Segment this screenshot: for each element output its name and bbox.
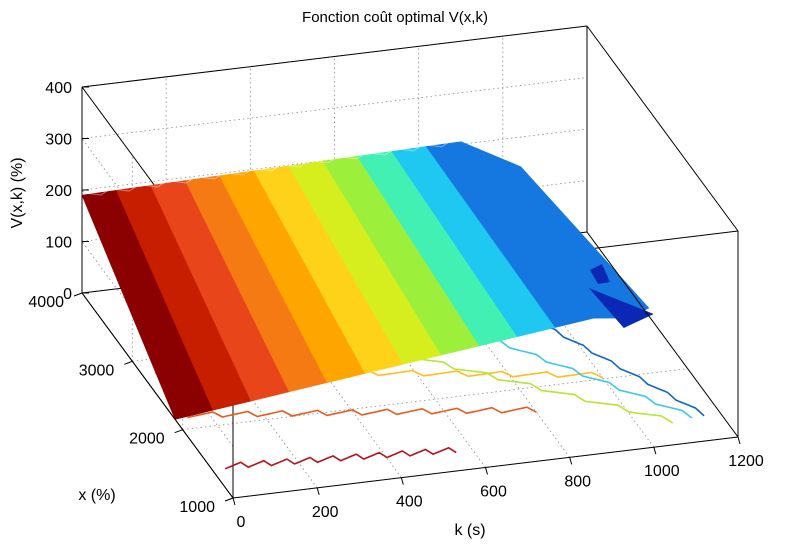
y-tick: [225, 498, 233, 501]
x-tick: [233, 498, 235, 505]
chart-title: Fonction coût optimal V(x,k): [302, 9, 488, 26]
x-tick: [570, 457, 572, 464]
x-tick: [401, 478, 403, 485]
x-axis-label: k (s): [454, 522, 485, 539]
y-tick-label: 3000: [79, 362, 115, 379]
y-tick: [175, 430, 183, 433]
z-tick-label: 300: [45, 132, 72, 149]
y-tick: [124, 361, 132, 364]
x-tick-label: 0: [237, 514, 246, 531]
x-tick-label: 200: [312, 504, 339, 521]
y-tick: [74, 293, 82, 296]
contour-line-low: [225, 448, 456, 469]
y-axis-label: x (%): [78, 487, 115, 504]
x-tick-label: 400: [396, 494, 423, 511]
z-tick-label: 100: [45, 235, 72, 252]
surface: [82, 141, 654, 420]
x-tick: [317, 488, 319, 495]
x-tick: [738, 437, 740, 444]
x-tick-label: 1000: [644, 463, 680, 480]
x-tick: [486, 468, 488, 475]
y-tick-label: 2000: [129, 431, 165, 448]
z-tick-label: 0: [63, 286, 72, 303]
y-tick-label: 1000: [179, 499, 215, 516]
x-tick-label: 800: [564, 473, 591, 490]
contour-line-mid-low: [188, 407, 537, 417]
x-tick-label: 1200: [728, 453, 764, 470]
y-tick-label: 4000: [28, 294, 64, 311]
x-tick: [654, 447, 656, 454]
z-tick-label: 200: [45, 183, 72, 200]
axis-edge: [587, 26, 738, 231]
x-tick-label: 600: [480, 484, 507, 501]
z-tick-label: 400: [45, 80, 72, 97]
z-axis-label: V(x,k) (%): [9, 157, 26, 228]
